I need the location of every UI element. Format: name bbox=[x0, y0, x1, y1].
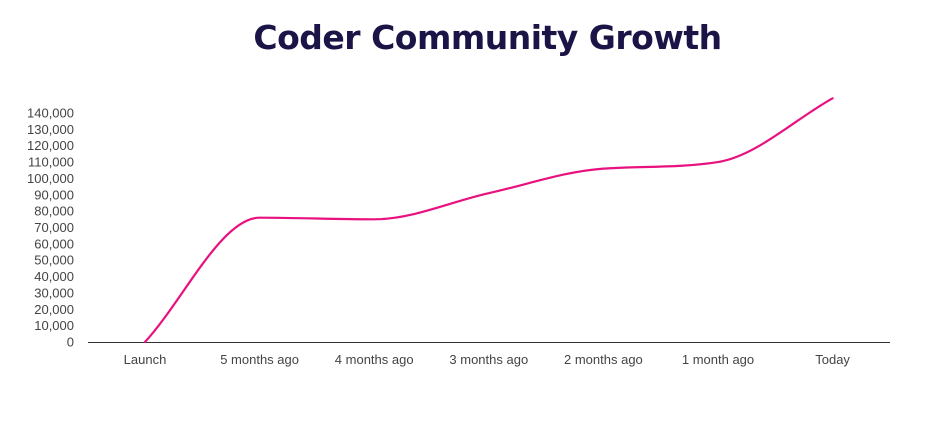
x-tick-label: Today bbox=[815, 352, 850, 367]
y-tick-label: 10,000 bbox=[34, 318, 74, 333]
series-line bbox=[143, 97, 834, 344]
chart-title: Coder Community Growth bbox=[253, 18, 722, 57]
y-tick-label: 40,000 bbox=[34, 269, 74, 284]
y-tick-label: 50,000 bbox=[34, 253, 74, 268]
x-tick-label: 5 months ago bbox=[220, 352, 299, 367]
x-tick-label: Launch bbox=[124, 352, 167, 367]
y-tick-label: 30,000 bbox=[34, 285, 74, 300]
x-axis: Launch 5 months ago 4 months ago 3 months a… bbox=[124, 352, 851, 367]
x-tick-label: 2 months ago bbox=[564, 352, 643, 367]
y-tick-label: 90,000 bbox=[34, 187, 74, 202]
y-tick-label: 130,000 bbox=[27, 122, 74, 137]
x-tick-label: 3 months ago bbox=[449, 352, 528, 367]
y-tick-label: 20,000 bbox=[34, 302, 74, 317]
y-tick-label: 0 bbox=[67, 335, 74, 350]
x-tick-label: 4 months ago bbox=[335, 352, 414, 367]
y-tick-label: 110,000 bbox=[28, 155, 74, 170]
y-tick-label: 70,000 bbox=[34, 220, 74, 235]
y-tick-label: 120,000 bbox=[27, 138, 74, 153]
y-tick-label: 100,000 bbox=[27, 171, 74, 186]
series-layer bbox=[143, 97, 834, 344]
y-tick-label: 140,000 bbox=[27, 106, 74, 121]
y-tick-label: 60,000 bbox=[34, 236, 74, 251]
y-tick-label: 80,000 bbox=[34, 204, 74, 219]
x-tick-label: 1 month ago bbox=[682, 352, 754, 367]
